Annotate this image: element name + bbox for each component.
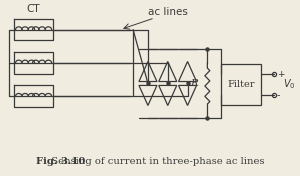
Text: $V_0$: $V_0$ (283, 78, 295, 91)
Text: Filter: Filter (227, 80, 255, 89)
Text: -: - (277, 90, 280, 100)
Text: ac lines: ac lines (148, 7, 188, 17)
Text: R: R (190, 79, 198, 88)
Text: CT: CT (27, 4, 40, 14)
Text: Fig. 3.10: Fig. 3.10 (36, 157, 86, 166)
Text: +: + (277, 70, 284, 79)
Bar (221, 64, 261, 105)
Text: Sensing of current in three-phase ac lines: Sensing of current in three-phase ac lin… (45, 157, 265, 166)
